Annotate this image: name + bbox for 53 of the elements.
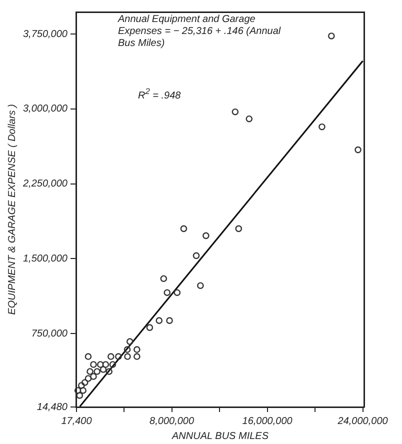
- point: [166, 317, 173, 324]
- x-tick-label: 8,000,000: [150, 416, 194, 427]
- point: [100, 366, 107, 373]
- point: [156, 317, 163, 324]
- point: [197, 282, 204, 290]
- y-tick-label: 3,750,000: [22, 28, 68, 40]
- y-tick-label: 14,480: [36, 402, 68, 413]
- point: [78, 382, 85, 389]
- point: [124, 346, 131, 353]
- point: [146, 324, 154, 331]
- point: [84, 375, 92, 382]
- point: [86, 368, 94, 375]
- point: [180, 225, 188, 232]
- x-tick-label: 17,400: [61, 416, 92, 427]
- point: [90, 373, 97, 380]
- y-axis-title: EQUIPMENT & GARAGE EXPENSE ( Dollars ): [6, 104, 18, 315]
- point: [102, 361, 110, 368]
- point: [235, 225, 242, 232]
- point: [160, 275, 168, 282]
- y-tick-label: 3,000,000: [22, 104, 68, 115]
- point: [96, 361, 104, 368]
- point: [90, 361, 97, 368]
- y-tick-label: 1,500,000: [22, 253, 68, 264]
- point: [328, 32, 335, 40]
- point: [134, 346, 140, 353]
- point: [134, 353, 140, 360]
- point: [126, 338, 134, 345]
- point: [108, 353, 114, 360]
- point: [192, 252, 200, 260]
- point: [174, 289, 181, 296]
- point: [246, 115, 253, 122]
- point: [74, 387, 82, 394]
- x-tick-label: 16,000,000: [242, 416, 293, 427]
- point: [232, 108, 239, 116]
- y-tick-label: 2,250,000: [22, 178, 68, 190]
- point: [202, 232, 210, 240]
- point: [109, 361, 116, 368]
- point: [318, 123, 326, 130]
- point: [81, 379, 88, 386]
- annotation: Annual Equipment and Garage Expenses = − 25,316 + .146 (Annual Bus Miles): [118, 14, 282, 50]
- point: [94, 368, 100, 375]
- x-tick-label: 24,000,000: [336, 416, 388, 427]
- point: [80, 387, 86, 394]
- point: [84, 353, 92, 360]
- point: [106, 368, 113, 375]
- point: [76, 392, 84, 399]
- x-axis-title: ANNUAL BUS MILES: [170, 430, 269, 442]
- point: [124, 353, 131, 360]
- annotation: R$^{2}$ = .948: [138, 85, 181, 102]
- y-tick-label: 750,000: [31, 328, 68, 340]
- point: [115, 353, 122, 360]
- point: [164, 289, 171, 296]
- point: [354, 146, 362, 154]
